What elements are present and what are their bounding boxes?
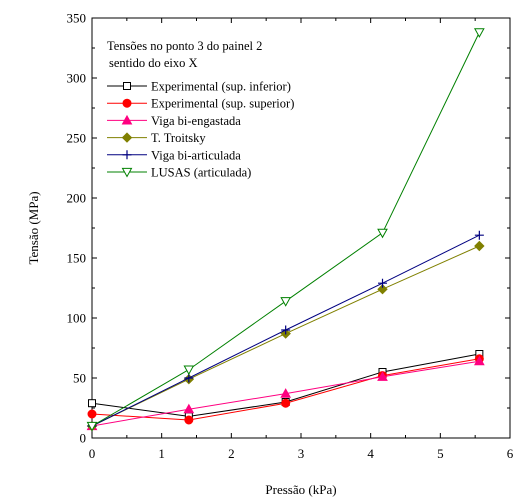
y-tick-label: 200 [67, 191, 87, 206]
legend-label: Experimental (sup. inferior) [151, 80, 291, 94]
data-point [280, 388, 292, 398]
data-point [473, 28, 485, 38]
y-tick-label: 0 [80, 431, 87, 446]
x-axis-title: Pressão (kPa) [265, 482, 336, 497]
legend-entry: Viga bi-engastada [107, 114, 241, 128]
data-point [377, 371, 388, 381]
y-tick-label: 100 [67, 311, 87, 326]
legend-entry: T. Troitsky [107, 131, 206, 145]
y-tick-label: 150 [67, 251, 87, 266]
data-point [88, 399, 96, 408]
data-point [86, 421, 98, 432]
legend-label: Viga bi-articulada [151, 148, 241, 162]
data-point [183, 403, 195, 414]
data-point [183, 365, 195, 376]
legend-label: T. Troitsky [151, 131, 206, 145]
x-tick-label: 6 [507, 446, 514, 461]
y-axis-title: Tensão (MPa) [26, 191, 41, 264]
data-point [377, 228, 388, 239]
y-tick-label: 350 [67, 11, 87, 26]
legend-marker [121, 132, 133, 143]
legend-marker [121, 114, 133, 125]
data-point [184, 415, 194, 425]
x-tick-label: 5 [437, 446, 444, 461]
y-tick-label: 50 [73, 371, 86, 386]
legend: Tensões no ponto 3 do painel 2 sentido do… [107, 39, 294, 180]
data-point [377, 283, 388, 295]
legend-label: LUSAS (articulada) [151, 166, 251, 180]
series-layer [86, 28, 485, 432]
y-tick-label: 300 [67, 71, 87, 86]
data-point [474, 240, 485, 252]
legend-label: Experimental (sup. superior) [151, 97, 294, 111]
y-tick-label: 250 [67, 131, 87, 146]
data-point [474, 230, 484, 240]
legend-title-line: Tensões no ponto 3 do painel 2 [107, 39, 262, 53]
series-0 [88, 350, 484, 421]
legend-entry: Viga bi-articulada [107, 148, 241, 162]
x-tick-label: 4 [367, 446, 374, 461]
legend-marker [123, 82, 131, 90]
x-tick-label: 3 [298, 446, 305, 461]
series-2 [86, 355, 485, 431]
data-point [280, 297, 292, 307]
data-point [281, 325, 291, 335]
x-tick-label: 0 [89, 446, 96, 461]
data-point [281, 398, 291, 408]
x-tick-label: 1 [158, 446, 165, 461]
legend-entry: LUSAS (articulada) [107, 166, 251, 180]
legend-marker [122, 150, 132, 160]
legend-marker [121, 167, 133, 178]
legend-marker [122, 98, 132, 108]
data-point [473, 355, 485, 366]
legend-entry: Experimental (sup. inferior) [107, 80, 291, 94]
ticks-layer: 0 1 2 3 4 5 6 0 50 100 150 200 250 300 350 [67, 11, 514, 462]
legend-title-line: sentido do eixo X [109, 56, 198, 70]
data-point [87, 409, 97, 419]
data-point [378, 278, 388, 288]
legend-label: Viga bi-engastada [151, 114, 241, 128]
series-5 [86, 28, 485, 432]
legend-entry: Experimental (sup. superior) [107, 97, 294, 111]
x-tick-label: 2 [228, 446, 235, 461]
